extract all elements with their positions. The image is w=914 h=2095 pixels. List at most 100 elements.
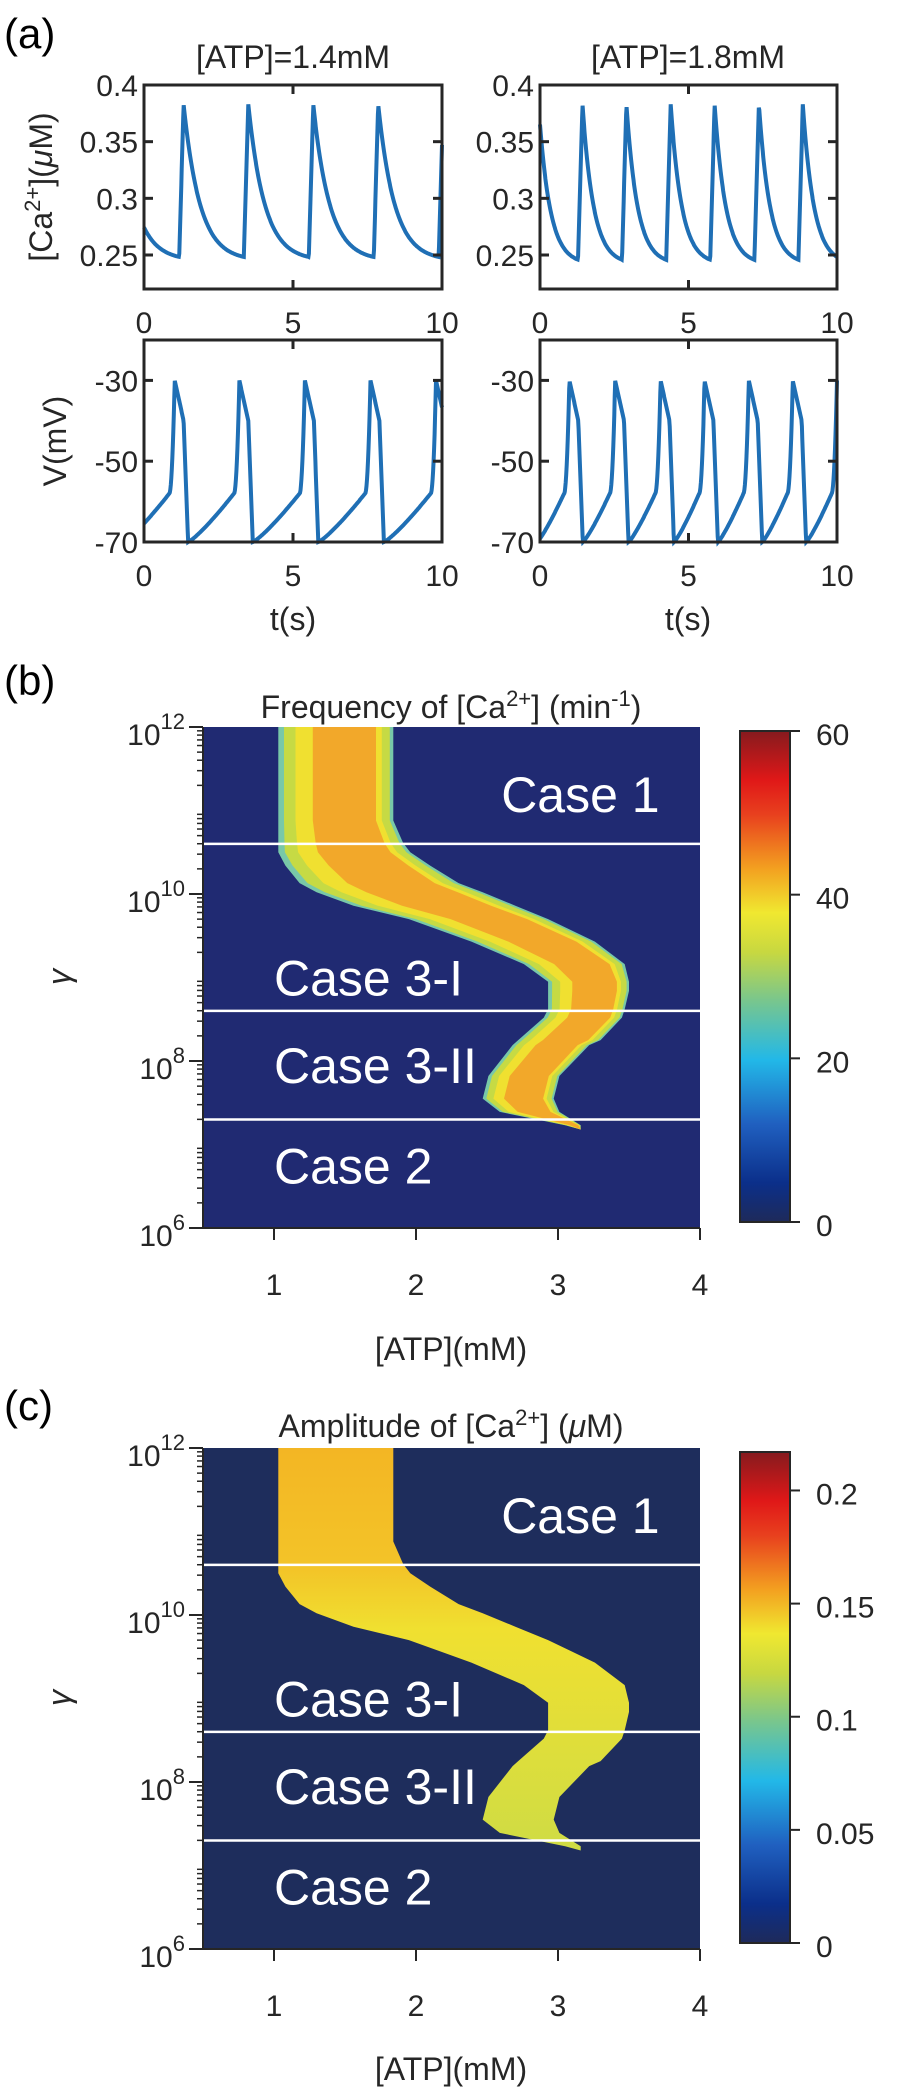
y-tick-label: -70 <box>491 527 534 560</box>
x-tick-label: 10 <box>820 560 853 593</box>
panel-label-b: (b) <box>4 657 55 704</box>
x-tick-label: 2 <box>408 1269 425 1302</box>
xlabel-t-right: t(s) <box>665 601 711 637</box>
case-label: Case 3-I <box>274 951 463 1007</box>
y-tick-base: 10 <box>127 719 160 752</box>
x-tick-label: 5 <box>285 560 302 593</box>
x-tick-label: 0 <box>532 307 549 340</box>
case-label: Case 3-II <box>274 1038 477 1094</box>
colorbar-tick-label: 0.15 <box>816 1592 874 1625</box>
y-tick-label: 0.35 <box>80 127 138 160</box>
y-tick-label: 1010 <box>127 876 185 919</box>
ylabel-gamma-c: γ <box>41 1688 77 1706</box>
y-tick-label: 106 <box>139 1210 185 1253</box>
y-tick-exponent: 10 <box>161 1597 185 1622</box>
oscillation-region-core <box>312 727 617 1130</box>
y-tick-label: 1010 <box>127 1597 185 1640</box>
series-line-v <box>142 379 444 546</box>
y-tick-exponent: 12 <box>161 709 185 734</box>
y-tick-label: 0.25 <box>80 240 138 273</box>
y-tick-label: 108 <box>139 1043 185 1086</box>
colorbar-tick-label: 0.05 <box>816 1818 874 1851</box>
colorbar-tick-label: 0 <box>816 1931 833 1964</box>
colorbar-tick-label: 0 <box>816 1210 833 1243</box>
case-label: Case 3-II <box>274 1759 477 1815</box>
xlabel-t-left: t(s) <box>270 601 316 637</box>
x-tick-label: 3 <box>550 1269 567 1302</box>
axes-a-2: 0 5 10 0.25 0.3 0.35 0.4 <box>476 70 854 340</box>
y-tick-label: 0.35 <box>476 127 534 160</box>
case-label: Case 1 <box>501 1488 659 1544</box>
y-tick-label: -50 <box>491 446 534 479</box>
panel-label-a: (a) <box>4 10 55 57</box>
series-line-ca <box>538 104 839 263</box>
panel-label-c: (c) <box>4 1382 53 1429</box>
title-atp-1-8: [ATP]=1.8mM <box>591 39 785 75</box>
case-label: Case 2 <box>274 1859 432 1915</box>
colorbar-tick-label: 60 <box>816 719 849 752</box>
y-tick-label: -50 <box>95 446 138 479</box>
y-tick-label: 0.4 <box>492 70 534 103</box>
x-tick-label: 5 <box>680 560 697 593</box>
title-frequency: Frequency of [Ca2+] (min-1) <box>261 686 642 725</box>
x-tick-label: 5 <box>680 307 697 340</box>
ylabel-v: V(mV) <box>37 396 73 487</box>
y-tick-base: 10 <box>127 1607 160 1640</box>
x-tick-label: 0 <box>136 307 153 340</box>
oscillation-region <box>278 1448 629 1851</box>
y-tick-label: -30 <box>491 365 534 398</box>
case-label: Case 1 <box>501 767 659 823</box>
x-tick-label: 10 <box>820 307 853 340</box>
x-tick-label: 0 <box>136 560 153 593</box>
x-tick-label: 5 <box>285 307 302 340</box>
colorbar-tick-label: 0.1 <box>816 1705 858 1738</box>
case-label: Case 3-I <box>274 1672 463 1728</box>
ylabel-ca: [Ca2+](μM) <box>20 112 59 261</box>
y-tick-exponent: 6 <box>173 1931 185 1956</box>
series-line-ca <box>142 104 444 260</box>
axes-box <box>142 83 444 291</box>
y-tick-exponent: 8 <box>173 1764 185 1789</box>
colorbar <box>739 730 791 1223</box>
y-tick-label: 0.3 <box>492 183 534 216</box>
colorbar-tick-label: 40 <box>816 883 849 916</box>
axes-a-1: 0 5 10 0.25 0.3 0.35 0.4 <box>80 70 459 340</box>
axes-a-4: 0 5 10 -30 -50 -70 <box>491 338 854 593</box>
y-tick-base: 10 <box>139 1774 172 1807</box>
y-tick-exponent: 8 <box>173 1043 185 1068</box>
y-tick-base: 10 <box>139 1220 172 1253</box>
x-tick-label: 10 <box>425 560 458 593</box>
y-tick-exponent: 6 <box>173 1210 185 1235</box>
x-tick-label: 0 <box>532 560 549 593</box>
y-tick-base: 10 <box>127 886 160 919</box>
y-tick-base: 10 <box>139 1941 172 1974</box>
ylabel-gamma-b: γ <box>41 967 77 985</box>
y-tick-base: 10 <box>139 1053 172 1086</box>
y-tick-label: 0.3 <box>96 183 138 216</box>
colorbar <box>739 1451 791 1944</box>
y-tick-label: -70 <box>95 527 138 560</box>
y-tick-label: 108 <box>139 1764 185 1807</box>
y-tick-label: 0.4 <box>96 70 138 103</box>
x-tick-label: 1 <box>266 1990 283 2023</box>
xlabel-atp-c: [ATP](mM) <box>375 2051 527 2087</box>
y-tick-label: -30 <box>95 365 138 398</box>
axes-a-3: 0 5 10 -30 -50 -70 <box>95 338 459 593</box>
y-tick-exponent: 12 <box>161 1430 185 1455</box>
x-tick-label: 2 <box>408 1990 425 2023</box>
y-tick-label: 1012 <box>127 709 185 752</box>
x-tick-label: 4 <box>692 1990 709 2023</box>
title-atp-1-4: [ATP]=1.4mM <box>196 39 390 75</box>
x-tick-label: 4 <box>692 1269 709 1302</box>
xlabel-atp-b: [ATP](mM) <box>375 1331 527 1367</box>
colorbar-tick-label: 0.2 <box>816 1478 858 1511</box>
y-tick-label: 106 <box>139 1931 185 1974</box>
x-tick-label: 3 <box>550 1990 567 2023</box>
series-line-v <box>538 380 839 547</box>
title-amplitude: Amplitude of [Ca2+] (μM) <box>279 1405 624 1444</box>
y-tick-label: 1012 <box>127 1430 185 1473</box>
